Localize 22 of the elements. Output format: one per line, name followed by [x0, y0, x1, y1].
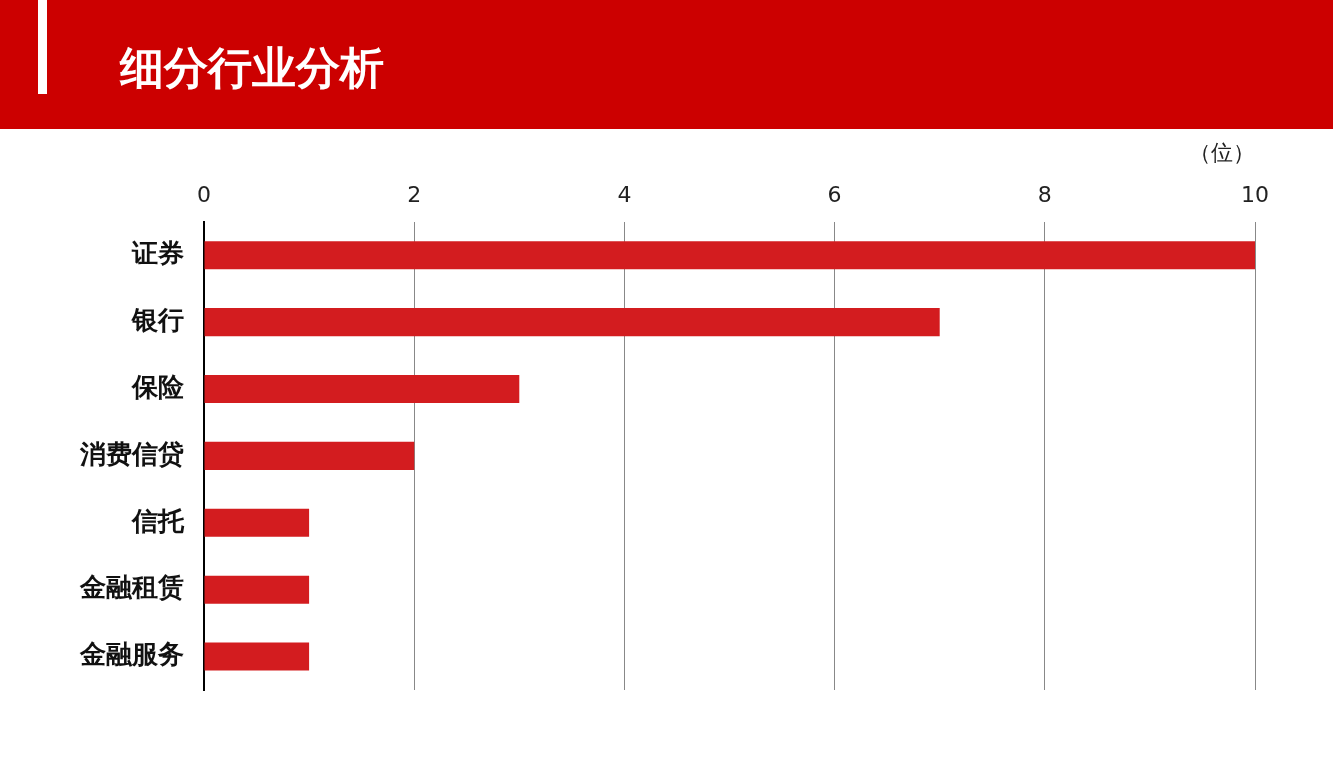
bar	[204, 308, 940, 337]
y-tick-label: 金融服务	[79, 639, 184, 670]
x-tick-label: 2	[407, 182, 422, 208]
x-axis-title: （位）	[1189, 139, 1255, 165]
y-tick-label: 金融租赁	[79, 572, 184, 603]
x-tick-label: 10	[1241, 182, 1269, 208]
x-tick-label: 6	[827, 182, 842, 208]
y-tick-label: 消费信贷	[79, 438, 184, 469]
x-tick-label: 0	[197, 182, 211, 208]
x-tick-label: 8	[1037, 182, 1052, 208]
bar	[204, 642, 310, 671]
y-tick-label: 保险	[131, 371, 185, 402]
bar	[204, 508, 310, 537]
bar	[204, 575, 310, 604]
chart-title: 细分行业分析	[120, 41, 384, 95]
y-tick-label: 银行	[131, 304, 184, 335]
bar	[204, 374, 520, 404]
bar	[204, 441, 415, 470]
bar	[204, 241, 1255, 270]
y-tick-label: 证券	[131, 237, 184, 268]
x-tick-label: 4	[617, 182, 632, 208]
y-tick-label: 信托	[131, 505, 185, 536]
